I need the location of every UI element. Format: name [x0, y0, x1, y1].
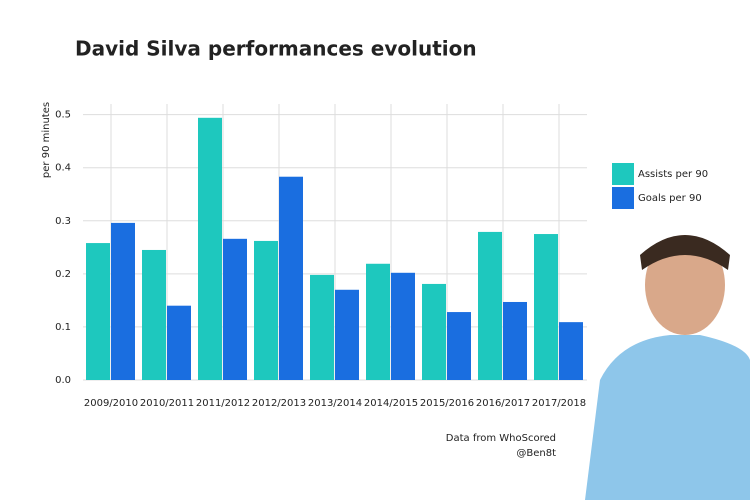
- player-photo: [585, 235, 750, 500]
- y-tick-label: 0.2: [55, 269, 71, 280]
- bar: [391, 272, 415, 380]
- bar: [167, 305, 191, 380]
- bar: [447, 312, 471, 380]
- x-tick-label: 2017/2018: [532, 398, 586, 409]
- x-tick-label: 2014/2015: [364, 398, 418, 409]
- bar: [422, 283, 446, 380]
- bar: [198, 117, 222, 381]
- bar: [503, 301, 527, 380]
- bar: [254, 240, 278, 380]
- bar: [335, 289, 359, 380]
- x-tick-label: 2009/2010: [84, 398, 138, 409]
- y-tick-label: 0.5: [55, 110, 71, 121]
- x-tick-label: 2016/2017: [476, 398, 530, 409]
- bar: [559, 322, 583, 380]
- x-tick-label: 2015/2016: [420, 398, 474, 409]
- bar: [279, 176, 303, 380]
- bar: [142, 249, 166, 380]
- chart-title: David Silva performances evolution: [75, 37, 477, 61]
- legend-swatch: [612, 187, 634, 209]
- x-tick-label: 2012/2013: [252, 398, 306, 409]
- legend-label: Goals per 90: [638, 193, 702, 204]
- y-tick-label: 0.4: [55, 163, 71, 174]
- y-tick-label: 0.3: [55, 216, 71, 227]
- x-tick-label: 2013/2014: [308, 398, 362, 409]
- caption: Data from WhoScored: [446, 433, 556, 444]
- y-axis-label: per 90 minutes: [41, 102, 52, 178]
- bar: [534, 234, 558, 380]
- bar: [111, 222, 135, 380]
- legend-swatch: [612, 163, 634, 185]
- y-tick-label: 0.1: [55, 322, 71, 333]
- x-tick-label: 2010/2011: [140, 398, 194, 409]
- bar: [86, 243, 110, 380]
- x-tick-label: 2011/2012: [196, 398, 250, 409]
- bar: [478, 231, 502, 380]
- legend-label: Assists per 90: [638, 169, 708, 180]
- caption: @Ben8t: [516, 448, 556, 459]
- bar: [366, 263, 390, 380]
- bar: [310, 274, 334, 380]
- y-tick-label: 0.0: [55, 375, 71, 386]
- bar: [223, 238, 247, 380]
